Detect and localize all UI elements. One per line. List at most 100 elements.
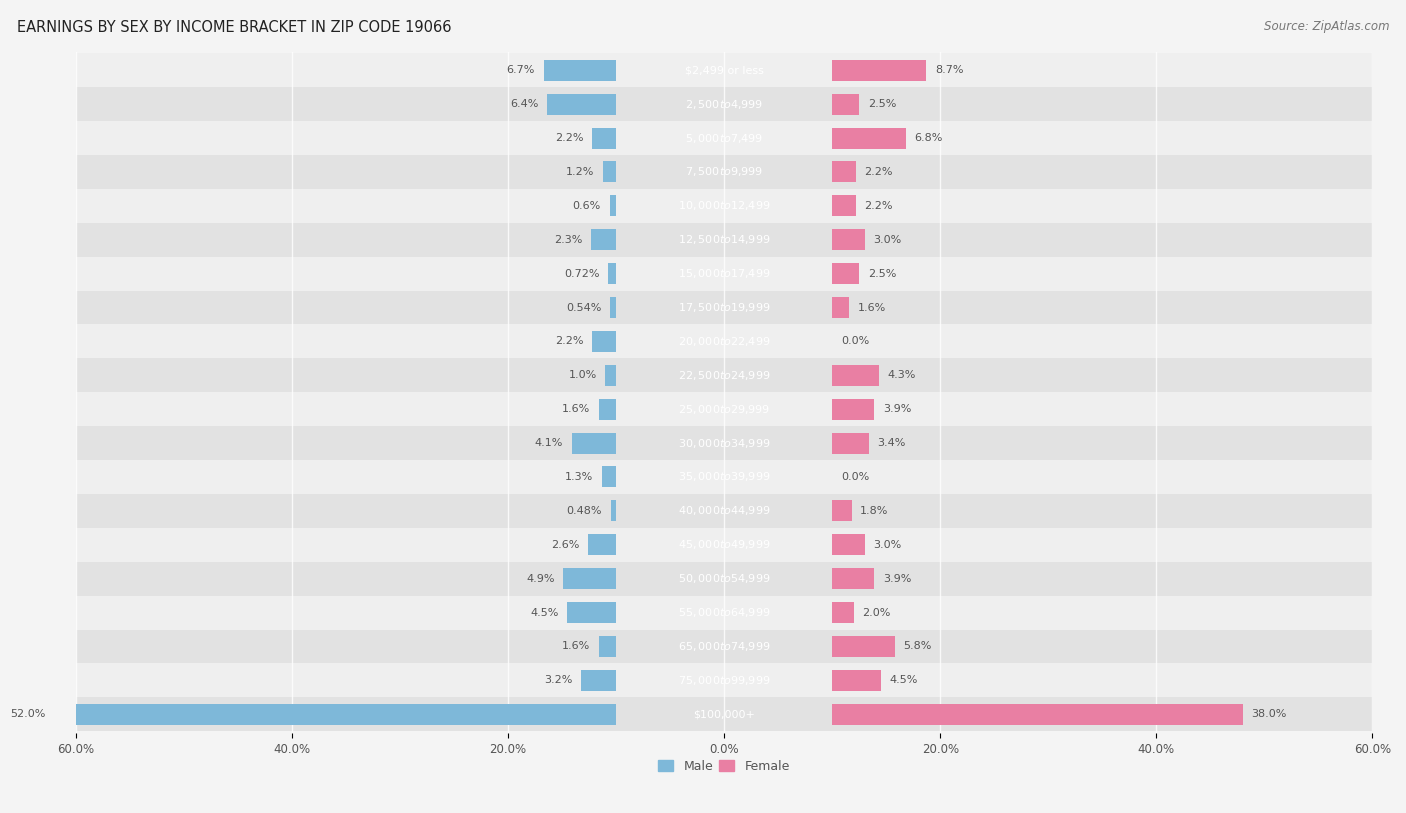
Bar	[832, 297, 849, 318]
Bar	[832, 162, 856, 182]
Text: 1.6%: 1.6%	[562, 641, 591, 651]
Text: 0.48%: 0.48%	[567, 506, 602, 516]
Bar	[76, 257, 1372, 290]
Bar	[76, 359, 1372, 392]
Text: 2.0%: 2.0%	[862, 607, 891, 618]
Bar	[568, 602, 616, 623]
Text: $5,000 to $7,499: $5,000 to $7,499	[685, 132, 763, 145]
Text: 8.7%: 8.7%	[935, 65, 963, 76]
Text: 0.6%: 0.6%	[572, 201, 600, 211]
Bar	[591, 229, 616, 250]
Bar	[616, 297, 832, 318]
Bar	[616, 568, 832, 589]
Text: 2.5%: 2.5%	[868, 99, 896, 109]
Bar	[76, 494, 1372, 528]
Bar	[76, 663, 1372, 698]
Bar	[76, 698, 1372, 731]
Bar	[616, 162, 832, 182]
Bar	[616, 229, 832, 250]
Text: 4.5%: 4.5%	[530, 607, 558, 618]
Text: 2.2%: 2.2%	[865, 201, 893, 211]
Text: 5.8%: 5.8%	[904, 641, 932, 651]
Text: $22,500 to $24,999: $22,500 to $24,999	[678, 369, 770, 382]
Bar	[603, 162, 616, 182]
Text: $10,000 to $12,499: $10,000 to $12,499	[678, 199, 770, 212]
Bar	[832, 433, 869, 454]
Text: $20,000 to $22,499: $20,000 to $22,499	[678, 335, 770, 348]
Text: $40,000 to $44,999: $40,000 to $44,999	[678, 504, 770, 517]
Bar	[76, 562, 1372, 596]
Bar	[616, 636, 832, 657]
Text: $25,000 to $29,999: $25,000 to $29,999	[678, 402, 770, 415]
Text: 0.0%: 0.0%	[841, 472, 869, 482]
Bar	[76, 155, 1372, 189]
Text: $35,000 to $39,999: $35,000 to $39,999	[678, 471, 770, 484]
Text: $17,500 to $19,999: $17,500 to $19,999	[678, 301, 770, 314]
Bar	[76, 189, 1372, 223]
Bar	[832, 704, 1243, 724]
Text: 2.2%: 2.2%	[555, 337, 583, 346]
Text: $100,000+: $100,000+	[693, 709, 755, 720]
Text: 3.4%: 3.4%	[877, 438, 905, 448]
Text: $2,500 to $4,999: $2,500 to $4,999	[685, 98, 763, 111]
Text: $15,000 to $17,499: $15,000 to $17,499	[678, 267, 770, 280]
Bar	[76, 528, 1372, 562]
Bar	[76, 54, 1372, 87]
Bar	[76, 629, 1372, 663]
Bar	[616, 195, 832, 216]
Bar	[592, 331, 616, 352]
Bar	[544, 59, 616, 80]
Bar	[572, 433, 616, 454]
Bar	[76, 223, 1372, 257]
Bar	[832, 93, 859, 115]
Text: 2.5%: 2.5%	[868, 268, 896, 279]
Bar	[832, 263, 859, 284]
Bar	[609, 263, 616, 284]
Bar	[616, 331, 832, 352]
Bar	[76, 426, 1372, 460]
Text: 52.0%: 52.0%	[10, 709, 45, 720]
Text: 3.2%: 3.2%	[544, 676, 572, 685]
Bar	[832, 534, 865, 555]
Bar	[547, 93, 616, 115]
Text: Source: ZipAtlas.com: Source: ZipAtlas.com	[1264, 20, 1389, 33]
Text: 0.54%: 0.54%	[567, 302, 602, 312]
Bar	[610, 195, 616, 216]
Bar	[76, 324, 1372, 359]
Text: $75,000 to $99,999: $75,000 to $99,999	[678, 674, 770, 687]
Text: 6.8%: 6.8%	[914, 133, 942, 143]
Bar	[832, 229, 865, 250]
Text: 2.2%: 2.2%	[555, 133, 583, 143]
Text: 1.6%: 1.6%	[858, 302, 886, 312]
Text: 0.0%: 0.0%	[841, 337, 869, 346]
Bar	[616, 500, 832, 521]
Bar	[832, 365, 879, 386]
Bar	[616, 128, 832, 149]
Bar	[616, 263, 832, 284]
Text: 1.8%: 1.8%	[860, 506, 889, 516]
Text: 6.4%: 6.4%	[510, 99, 538, 109]
Bar	[616, 670, 832, 691]
Bar	[55, 704, 616, 724]
Bar	[616, 93, 832, 115]
Bar	[832, 59, 927, 80]
Text: 4.3%: 4.3%	[887, 370, 915, 380]
Bar	[832, 195, 856, 216]
Text: 1.3%: 1.3%	[565, 472, 593, 482]
Bar	[599, 636, 616, 657]
Bar	[588, 534, 616, 555]
Text: 3.0%: 3.0%	[873, 540, 901, 550]
Bar	[616, 365, 832, 386]
Bar	[610, 297, 616, 318]
Bar	[832, 670, 880, 691]
Text: 6.7%: 6.7%	[506, 65, 536, 76]
Bar	[832, 602, 853, 623]
Bar	[616, 704, 832, 724]
Text: $30,000 to $34,999: $30,000 to $34,999	[678, 437, 770, 450]
Text: 1.0%: 1.0%	[568, 370, 596, 380]
Text: 3.0%: 3.0%	[873, 235, 901, 245]
Bar	[76, 596, 1372, 629]
Bar	[76, 290, 1372, 324]
Bar	[605, 365, 616, 386]
Bar	[616, 433, 832, 454]
